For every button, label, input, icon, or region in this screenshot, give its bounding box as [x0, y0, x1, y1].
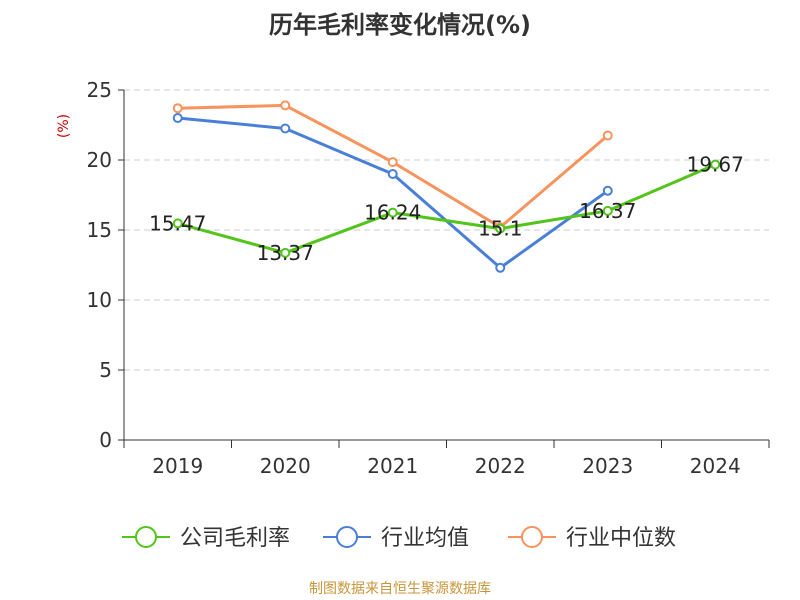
legend-label: 行业均值	[381, 526, 469, 551]
data-label: 16.37	[579, 199, 636, 223]
x-tick-label: 2022	[475, 454, 526, 478]
series-point	[172, 113, 183, 123]
legend-label: 行业中位数	[566, 526, 676, 551]
series-point	[387, 169, 398, 179]
series-point	[710, 159, 721, 170]
data-labels: 15.47 13.37 16.24 15.1 16.37 19.67	[149, 153, 744, 265]
legend-marker	[135, 526, 157, 548]
series-point	[387, 207, 398, 218]
x-tick-label: 2021	[367, 454, 418, 478]
series-point	[172, 218, 183, 229]
data-label: 13.37	[257, 241, 314, 265]
series-lines	[172, 100, 721, 273]
axes: 0 5 10 15 20 25 2019 2020 2021 2022 2023 2024	[87, 78, 770, 478]
x-tick-label: 2023	[582, 454, 633, 478]
y-axis-unit-label: (%)	[56, 114, 72, 138]
y-tick-label: 20	[87, 148, 112, 172]
data-label: 15.1	[478, 217, 523, 241]
data-label: 16.24	[364, 201, 421, 225]
y-tick-label: 25	[87, 78, 112, 102]
data-label: 15.47	[149, 211, 206, 235]
data-source-footer: 制图数据来自恒生聚源数据库	[309, 581, 491, 597]
chart-title: 历年毛利率变化情况(%)	[269, 11, 531, 39]
series-point	[495, 223, 506, 234]
series-point	[172, 103, 183, 114]
y-tick-label: 0	[99, 428, 112, 452]
series-point	[495, 262, 506, 273]
series-point	[280, 123, 291, 134]
x-tick-label: 2020	[260, 454, 311, 478]
series-point	[602, 130, 613, 141]
y-tick-label: 10	[87, 288, 112, 312]
grid-lines	[124, 89, 769, 371]
series-point	[602, 185, 613, 196]
series-point	[387, 157, 398, 168]
series-point	[602, 205, 613, 216]
legend: 公司毛利率 行业均值 行业中位数	[122, 526, 676, 551]
series-line	[177, 163, 716, 255]
legend-marker	[336, 526, 358, 548]
series-point	[280, 247, 291, 258]
y-tick-label: 5	[99, 358, 112, 382]
series-line	[177, 116, 609, 270]
y-tick-label: 15	[87, 218, 112, 242]
legend-label: 公司毛利率	[180, 526, 290, 551]
x-tick-label: 2024	[690, 454, 741, 478]
legend-marker	[521, 526, 543, 548]
x-tick-label: 2019	[152, 454, 203, 478]
data-label: 19.67	[687, 153, 744, 177]
series-point	[280, 100, 291, 111]
